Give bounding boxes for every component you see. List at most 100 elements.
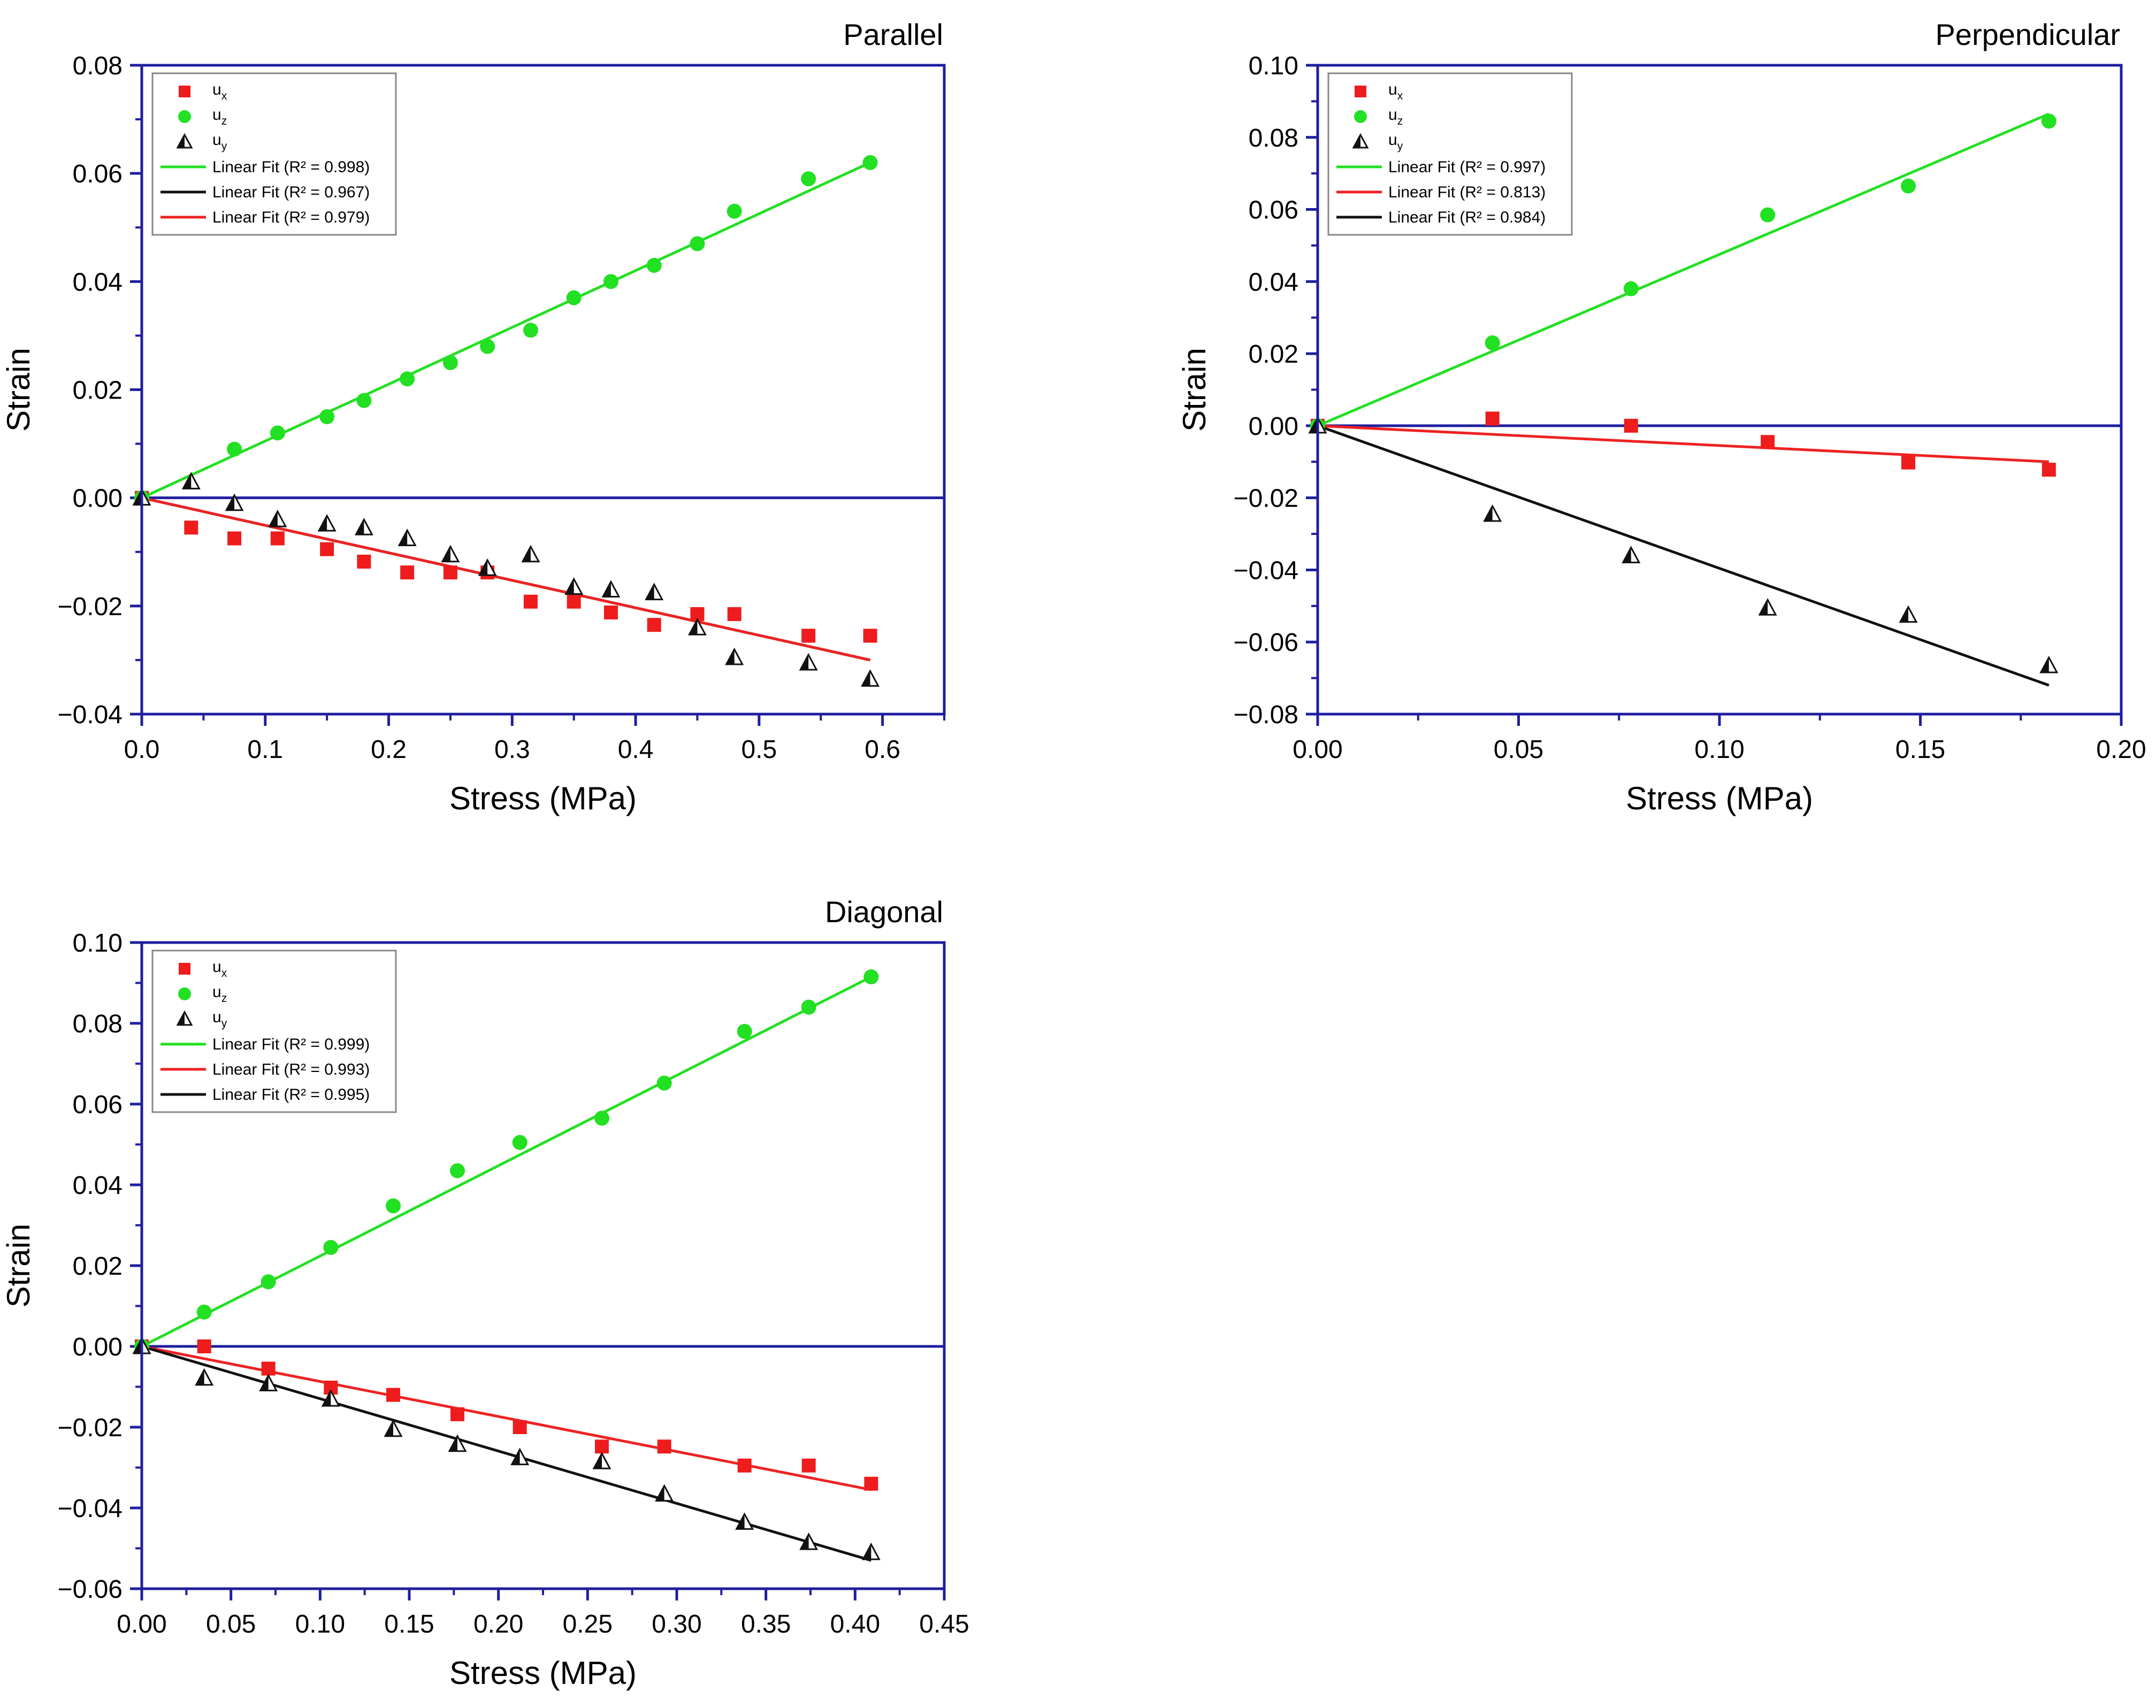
data-point-ux	[261, 1361, 276, 1376]
x-tick-label: 0.20	[2096, 736, 2146, 764]
data-point-ux	[801, 629, 816, 643]
x-tick-label: 0.5	[741, 736, 777, 764]
y-tick-label: 0.00	[73, 1333, 123, 1361]
data-point-ux	[727, 607, 741, 621]
data-point-ux	[864, 1476, 878, 1491]
x-tick-label: 0.40	[830, 1610, 880, 1638]
data-point-uy	[1622, 546, 1641, 563]
fit-line	[141, 1345, 872, 1562]
data-point-uy	[441, 545, 460, 563]
y-tick-label: 0.06	[73, 160, 123, 188]
data-point-uz	[1485, 335, 1500, 350]
data-point-uy	[687, 618, 707, 635]
x-tick-label: 0.35	[741, 1610, 791, 1638]
legend-label: uy	[212, 131, 227, 152]
x-tick-label: 0.05	[1494, 736, 1543, 764]
legend-label: uz	[212, 983, 227, 1005]
data-point-uz	[319, 409, 335, 425]
y-tick-label: 0.02	[73, 1252, 123, 1281]
x-axis-label: Stress (MPa)	[449, 780, 637, 816]
data-point-uz	[442, 355, 458, 370]
data-point-uz	[863, 969, 879, 985]
data-point-uy	[2039, 655, 2059, 673]
x-tick-label: 0.25	[563, 1610, 613, 1638]
chart-title: Perpendicular	[1935, 18, 2120, 51]
data-point-uy	[861, 669, 880, 687]
y-tick-label: −0.04	[58, 701, 123, 729]
data-point-uz	[523, 323, 538, 338]
data-point-uz	[356, 393, 372, 408]
data-point-uz	[480, 339, 495, 354]
chart-panel-diagonal: Diagonal 0.00 0.05 0.10 0.15 0.20 0.25 0.30 0.35…	[1, 895, 969, 1691]
legend-marker-uz	[1354, 110, 1367, 123]
legend-label: Linear Fit (R² = 0.967)	[212, 183, 370, 201]
legend-marker-uy	[176, 1010, 193, 1026]
data-point-uy	[1899, 605, 1918, 623]
y-tick-label: 0.00	[73, 485, 123, 513]
y-tick-label: 0.06	[1249, 196, 1298, 225]
data-point-uz	[566, 290, 582, 305]
x-tick-label: 0.00	[117, 1610, 166, 1638]
data-point-uy	[181, 472, 201, 489]
data-point-uy	[478, 558, 497, 576]
x-tick-label: 0.0	[124, 736, 160, 764]
data-point-uy	[448, 1434, 467, 1452]
legend-marker-ux	[179, 963, 190, 975]
data-point-uy	[268, 509, 287, 527]
data-point-ux	[1624, 418, 1638, 433]
data-point-uz	[646, 258, 662, 273]
data-point-uy	[317, 514, 337, 532]
legend-marker-uy	[176, 133, 193, 149]
legend-box	[151, 949, 397, 1113]
data-point-uz	[801, 999, 816, 1015]
legend-label: uy	[212, 1008, 227, 1030]
data-point-ux	[320, 542, 334, 556]
y-tick-label: 0.02	[73, 377, 123, 405]
data-point-uz	[727, 203, 742, 219]
data-point-ux	[184, 520, 198, 535]
plot-frame	[140, 941, 946, 1590]
data-point-uy	[384, 1419, 403, 1437]
chart-title: Diagonal	[825, 895, 943, 929]
x-tick-label: 0.3	[494, 736, 530, 764]
legend-label: Linear Fit (R² = 0.997)	[1388, 158, 1546, 176]
x-tick-label: 0.15	[384, 1610, 434, 1638]
data-point-uy	[1483, 504, 1502, 522]
data-point-uy	[725, 647, 744, 665]
y-tick-label: −0.02	[1234, 485, 1298, 513]
legend-label: uz	[1388, 106, 1403, 127]
y-axis-label: Strain	[1, 348, 36, 432]
data-point-uz	[801, 171, 816, 187]
x-tick-label: 0.05	[206, 1610, 256, 1638]
legend-marker-uz	[178, 110, 191, 123]
data-point-ux	[1485, 411, 1500, 426]
fit-line	[1317, 424, 2049, 463]
data-point-ux	[1901, 455, 1915, 470]
data-point-uz	[1623, 281, 1639, 296]
x-axis-label: Stress (MPa)	[449, 1655, 637, 1691]
y-tick-label: 0.08	[73, 52, 123, 80]
data-point-uz	[227, 441, 242, 457]
legend-box	[1327, 72, 1573, 236]
legend-box	[151, 72, 397, 236]
legend: ux uz uy Linear Fit (R² = 0.997) Linear Fit …	[1327, 72, 1573, 236]
y-tick-label: −0.06	[58, 1575, 123, 1604]
y-tick-label: 0.08	[1249, 124, 1298, 152]
x-tick-label: 0.6	[865, 736, 900, 764]
legend-label: ux	[212, 81, 227, 102]
chart-panel-perpendicular: Perpendicular 0.00 0.05 0.10 0.15 0.20 −0.08 −0…	[1176, 18, 2146, 816]
x-tick-label: 0.2	[371, 736, 407, 764]
chart-panel-parallel: Parallel 0.0 0.1 0.2 0.3 0.4 0.5 0.6 −0.04 −0.02 0…	[1, 18, 946, 816]
data-point-uy	[799, 653, 818, 671]
data-point-uy	[510, 1447, 530, 1466]
data-point-uy	[861, 1542, 881, 1560]
data-point-uz	[1760, 207, 1776, 223]
y-tick-label: 0.10	[1249, 52, 1298, 80]
data-point-uy	[397, 529, 417, 546]
plot-frame	[140, 64, 946, 716]
legend-marker-uy	[1352, 133, 1369, 149]
legend-label: Linear Fit (R² = 0.984)	[1388, 209, 1546, 226]
data-point-uz	[323, 1240, 339, 1255]
data-point-uz	[512, 1135, 527, 1150]
